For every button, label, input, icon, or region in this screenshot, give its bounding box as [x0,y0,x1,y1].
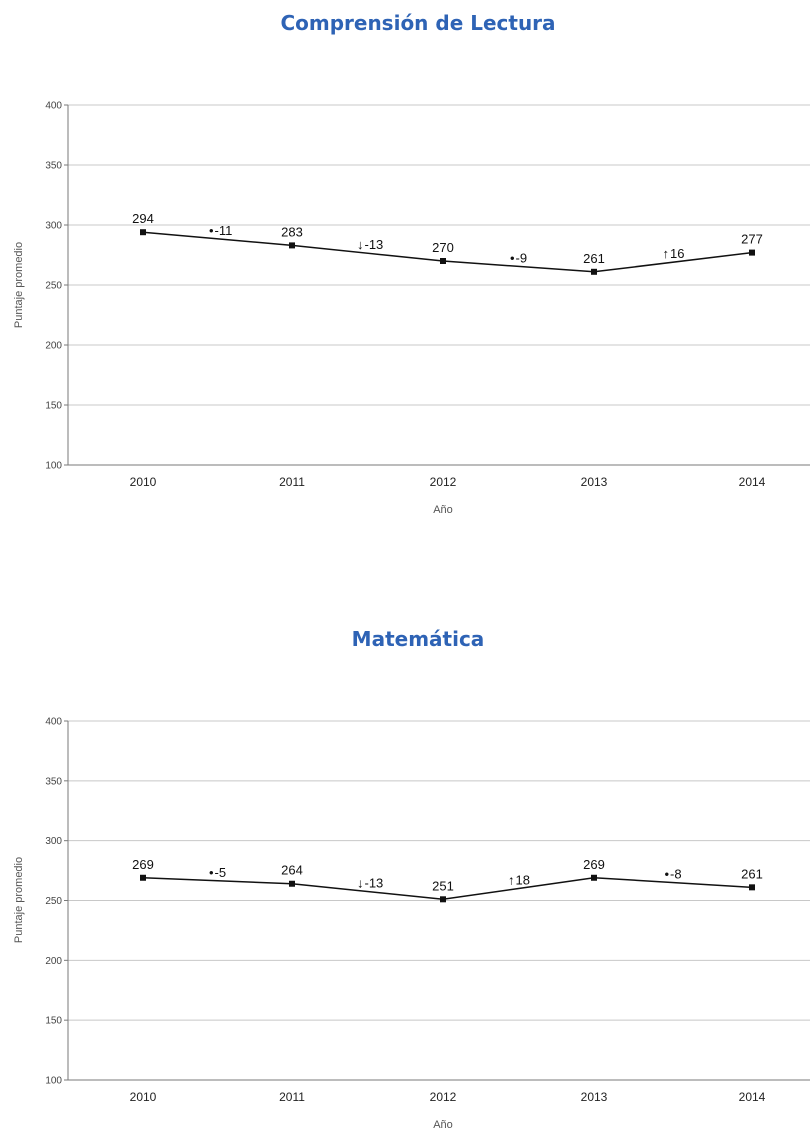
y-tick-label: 350 [45,161,62,172]
x-tick-label: 2012 [430,1090,457,1104]
change-value: -11 [215,223,233,238]
data-point [140,229,146,236]
x-tick-label: 2010 [130,1090,157,1104]
change-symbol: • [209,865,214,880]
change-value: 18 [516,873,530,888]
data-point [289,880,295,887]
change-value: -13 [365,876,384,891]
x-tick-label: 2014 [739,1090,766,1104]
change-annotation: • -9 [510,250,527,265]
change-symbol: • [209,223,214,238]
y-tick-label: 250 [45,896,62,907]
change-value: -9 [516,250,528,265]
data-point [289,242,295,249]
change-annotation: ↑ 16 [663,246,685,261]
change-symbol: ↓ [357,876,364,891]
data-label: 277 [741,232,763,247]
data-label: 270 [432,240,454,255]
data-label: 269 [583,857,605,872]
change-value: -8 [670,867,682,882]
change-symbol: • [510,250,515,265]
data-label: 269 [132,857,154,872]
chart-title: Comprensión de Lectura [280,11,555,35]
y-tick-labels: 100 150 200 250 300 350 400 [45,101,62,472]
change-annotation: • -11 [209,223,232,238]
change-symbol: • [664,867,669,882]
y-axis-label: Puntaje promedio [13,857,25,943]
change-annotation: ↓ -13 [357,876,383,891]
x-tick-labels: 2010 2011 2012 2013 2014 [130,475,766,489]
change-annotation: • -8 [664,867,681,882]
data-label: 261 [583,251,605,266]
data-point [140,874,146,881]
data-label: 251 [432,878,454,893]
x-tick-label: 2014 [739,475,766,489]
change-symbol: ↑ [508,873,515,888]
x-tick-label: 2013 [581,475,608,489]
change-value: 16 [670,246,684,261]
y-tick-label: 250 [45,281,62,292]
change-annotation: • -5 [209,865,226,880]
y-tick-label: 300 [45,221,62,232]
data-point [591,268,597,275]
y-tick-label: 100 [45,1076,62,1087]
data-point [749,884,755,891]
data-point [440,896,446,903]
data-label: 264 [281,863,303,878]
x-tick-labels: 2010 2011 2012 2013 2014 [130,1090,766,1104]
x-tick-label: 2011 [279,475,305,489]
x-tick-label: 2010 [130,475,157,489]
change-symbol: ↑ [663,246,670,261]
change-annotation: ↓ -13 [357,237,383,252]
data-point [591,874,597,881]
y-tick-label: 200 [45,341,62,352]
change-value: -13 [365,237,384,252]
y-tick-label: 150 [45,1016,62,1027]
change-annotation: ↑ 18 [508,873,530,888]
x-axis-label: Año [433,1119,453,1131]
y-tick-label: 350 [45,776,62,787]
y-tick-label: 400 [45,101,62,112]
chart-lectura: Comprensión de Lectura 100 150 200 250 300 35… [13,11,810,516]
data-label: 261 [741,866,763,881]
data-label: 294 [132,211,154,226]
x-axis-label: Año [433,504,453,516]
y-tick-label: 200 [45,956,62,967]
y-tick-label: 100 [45,461,62,472]
y-tick-labels: 100 150 200 250 300 350 400 [45,717,62,1087]
x-tick-label: 2012 [430,475,457,489]
chart-title: Matemática [352,627,485,651]
y-tick-label: 150 [45,401,62,412]
data-point [440,258,446,264]
gridlines [64,720,810,1081]
change-value: -5 [215,865,227,880]
change-symbol: ↓ [357,237,364,252]
x-tick-label: 2011 [279,1090,305,1104]
y-axis-label: Puntaje promedio [13,242,25,328]
x-tick-label: 2013 [581,1090,608,1104]
data-point [749,249,755,256]
y-tick-label: 400 [45,717,62,728]
data-label: 283 [281,224,303,239]
y-tick-label: 300 [45,836,62,847]
gridlines [64,104,810,466]
